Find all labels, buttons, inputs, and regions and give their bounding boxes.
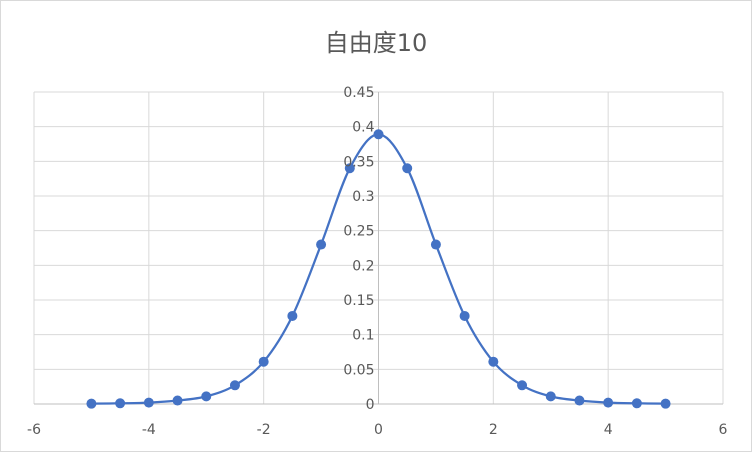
data-point — [316, 239, 327, 250]
y-tick-label: 0.05 — [343, 362, 374, 378]
data-point — [631, 398, 642, 409]
data-point — [344, 163, 355, 174]
data-point — [402, 163, 413, 174]
x-tick-label: -4 — [142, 422, 156, 438]
data-point — [229, 380, 240, 391]
data-point — [201, 391, 212, 402]
data-point — [430, 239, 441, 250]
y-tick-label: 0.4 — [352, 120, 374, 136]
data-point — [172, 395, 183, 406]
data-point — [373, 129, 384, 140]
y-tick-label: 0.3 — [352, 189, 374, 205]
data-point — [603, 397, 614, 408]
data-point — [488, 356, 499, 367]
x-tick-label: 2 — [489, 422, 498, 438]
data-points — [86, 129, 671, 409]
y-tick-label: 0 — [366, 397, 375, 413]
y-tick-label: 0.2 — [352, 258, 374, 274]
data-point — [459, 310, 470, 321]
data-point — [660, 398, 671, 409]
data-point — [287, 310, 298, 321]
y-tick-label: 0.35 — [343, 154, 374, 170]
chart-title: 自由度10 — [324, 29, 428, 57]
x-tick-label: 0 — [374, 422, 383, 438]
data-point — [115, 398, 126, 409]
data-point — [545, 391, 556, 402]
data-point — [574, 395, 585, 406]
x-tick-label: -6 — [27, 422, 41, 438]
data-point — [517, 380, 528, 391]
data-point — [86, 398, 97, 409]
data-point — [143, 397, 154, 408]
tick-labels: 0 0.05 0.1 0.15 0.2 0.25 0.3 0.35 0.4 0.45 -6 -4 -2 0… — [27, 85, 728, 438]
x-tick-label: 6 — [719, 422, 728, 438]
x-tick-label: 4 — [604, 422, 613, 438]
data-point — [258, 356, 269, 367]
x-tick-label: -2 — [257, 422, 271, 438]
y-tick-label: 0.15 — [343, 293, 374, 309]
y-tick-label: 0.45 — [343, 85, 374, 101]
y-tick-label: 0.25 — [343, 224, 374, 240]
y-tick-label: 0.1 — [352, 328, 374, 344]
